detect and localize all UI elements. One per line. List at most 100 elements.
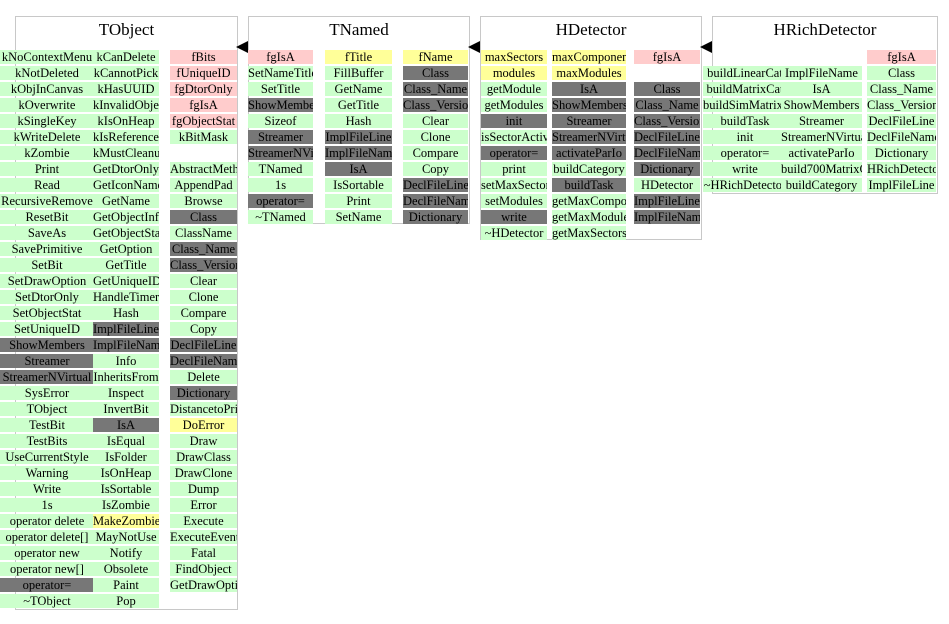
member-tobject-col2-row25: DrawClass — [170, 450, 237, 464]
member-tobject-col0-row16: SetObjectStat — [0, 306, 94, 320]
member-tnamed-col2-row6: Compare — [403, 146, 468, 160]
member-hdetector-col0-row10: write — [481, 210, 547, 224]
member-tobject-col1-row23: IsA — [93, 418, 159, 432]
member-tobject-col0-row17: SetUniqueID — [0, 322, 94, 336]
member-tobject-col1-row14: GetUniqueID — [93, 274, 159, 288]
member-tobject-col1-row29: MakeZombie — [93, 514, 159, 528]
member-tobject-col2-row20: Delete — [170, 370, 237, 384]
member-tobject-col2-row17: Copy — [170, 322, 237, 336]
member-tobject-col1-row30: MayNotUse — [93, 530, 159, 544]
member-tobject-col0-row19: Streamer — [0, 354, 94, 368]
member-tnamed-col2-row7: Copy — [403, 162, 468, 176]
member-hdetector-col0-row5: isSectorActive — [481, 130, 547, 144]
member-hdetector-col1-row10: getMaxModules — [552, 210, 626, 224]
member-hdetector-col1-row0: maxComponents — [552, 50, 626, 64]
member-tnamed-col2-row0: fName — [403, 50, 468, 64]
member-tobject-col2-row8: AppendPad — [170, 178, 237, 192]
member-tobject-col1-row9: GetName — [93, 194, 159, 208]
member-tobject-col1-row28: IsZombie — [93, 498, 159, 512]
member-hrichdetector-col0-row1: buildLinearCat — [703, 66, 787, 80]
member-hdetector-col2-row10: ImplFileName — [634, 210, 700, 224]
member-tnamed-col0-row10: ~TNamed — [248, 210, 313, 224]
member-tobject-col2-row15: Clone — [170, 290, 237, 304]
member-tnamed-col2-row2: Class_Name — [403, 82, 468, 96]
member-tobject-col2-row5: kBitMask — [170, 130, 237, 144]
member-hrichdetector-col2-row7: HRichDetector — [867, 162, 936, 176]
member-tobject-col2-row1: fUniqueID — [170, 66, 237, 80]
member-tnamed-col2-row10: Dictionary — [403, 210, 468, 224]
member-tnamed-col0-row2: SetTitle — [248, 82, 313, 96]
member-hdetector-col0-row11: ~HDetector — [481, 226, 547, 240]
member-hdetector-col1-row7: buildCategory — [552, 162, 626, 176]
member-tnamed-col2-row4: Clear — [403, 114, 468, 128]
member-tobject-col0-row10: ResetBit — [0, 210, 94, 224]
member-tnamed-col0-row7: TNamed — [248, 162, 313, 176]
member-tnamed-col2-row5: Clone — [403, 130, 468, 144]
member-tnamed-col0-row9: operator= — [248, 194, 313, 208]
member-hdetector-col1-row11: getMaxSectors — [552, 226, 626, 240]
member-hdetector-col1-row8: buildTask — [552, 178, 626, 192]
member-tobject-col2-row19: DeclFileName — [170, 354, 237, 368]
member-hdetector-col2-row2: Class — [634, 82, 700, 96]
member-tobject-col0-row15: SetDtorOnly — [0, 290, 94, 304]
member-tobject-col2-row11: ClassName — [170, 226, 237, 240]
member-tnamed-col1-row10: SetName — [325, 210, 392, 224]
member-tobject-col1-row33: Paint — [93, 578, 159, 592]
member-tobject-col0-row23: TestBit — [0, 418, 94, 432]
class-title-tnamed: TNamed — [329, 20, 389, 39]
member-tobject-col1-row25: IsFolder — [93, 450, 159, 464]
member-hdetector-col1-row4: Streamer — [552, 114, 626, 128]
member-tobject-col2-row12: Class_Name — [170, 242, 237, 256]
member-tobject-col2-row13: Class_Version — [170, 258, 237, 272]
member-tobject-col2-row9: Browse — [170, 194, 237, 208]
member-hrichdetector-col1-row6: activateParIo — [781, 146, 862, 160]
member-tobject-col1-row12: GetOption — [93, 242, 159, 256]
member-tobject-col0-row11: SaveAs — [0, 226, 94, 240]
member-tobject-col2-row2: fgDtorOnly — [170, 82, 237, 96]
member-tobject-col2-row23: DoError — [170, 418, 237, 432]
member-hdetector-col2-row0: fgIsA — [634, 50, 700, 64]
member-hrichdetector-col0-row7: write — [703, 162, 787, 176]
inheritance-arrow-hrichdetector-hdetector — [700, 41, 712, 53]
member-hrichdetector-col0-row6: operator= — [703, 146, 787, 160]
member-tobject-col2-row22: DistancetoPrimitive — [170, 402, 237, 416]
member-tobject-col0-row18: ShowMembers — [0, 338, 94, 352]
member-tobject-col0-row9: RecursiveRemove — [0, 194, 94, 208]
member-tobject-col2-row4: fgObjectStat — [170, 114, 237, 128]
member-tobject-col2-row31: Fatal — [170, 546, 237, 560]
member-tobject-col1-row2: kHasUUID — [93, 82, 159, 96]
member-tnamed-col1-row1: FillBuffer — [325, 66, 392, 80]
member-tobject-col1-row24: IsEqual — [93, 434, 159, 448]
member-tobject-col0-row30: operator delete[] — [0, 530, 94, 544]
member-hdetector-col2-row5: DeclFileLine — [634, 130, 700, 144]
member-tobject-col0-row13: SetBit — [0, 258, 94, 272]
member-tobject-col1-row15: HandleTimer — [93, 290, 159, 304]
member-hrichdetector-col1-row1: ImplFileName — [781, 66, 862, 80]
member-tobject-col0-row6: kZombie — [0, 146, 94, 160]
member-hdetector-col1-row5: StreamerNVirtual — [552, 130, 626, 144]
member-tobject-col1-row3: kInvalidObject — [93, 98, 159, 112]
member-tobject-col0-row5: kWriteDelete — [0, 130, 94, 144]
member-hdetector-col1-row2: IsA — [552, 82, 626, 96]
member-tnamed-col0-row6: StreamerNVirtual — [248, 146, 313, 160]
member-tobject-col0-row4: kSingleKey — [0, 114, 94, 128]
member-hrichdetector-col0-row3: buildSimMatrixCat — [703, 98, 787, 112]
member-tobject-col1-row32: Obsolete — [93, 562, 159, 576]
member-hdetector-col2-row7: Dictionary — [634, 162, 700, 176]
member-tnamed-col0-row3: ShowMembers — [248, 98, 313, 112]
member-hrichdetector-col2-row6: Dictionary — [867, 146, 936, 160]
member-tobject-col1-row17: ImplFileLine — [93, 322, 159, 336]
member-tobject-col2-row30: ExecuteEvent — [170, 530, 237, 544]
member-tobject-col0-row3: kOverwrite — [0, 98, 94, 112]
member-tobject-col0-row26: Warning — [0, 466, 94, 480]
member-hdetector-col2-row6: DeclFileName — [634, 146, 700, 160]
member-hrichdetector-col1-row8: buildCategory — [781, 178, 862, 192]
member-tobject-col0-row24: TestBits — [0, 434, 94, 448]
member-tobject-col0-row29: operator delete — [0, 514, 94, 528]
member-tobject-col0-row7: Print — [0, 162, 94, 176]
member-tobject-col2-row26: DrawClone — [170, 466, 237, 480]
member-hrichdetector-col2-row4: DeclFileLine — [867, 114, 936, 128]
member-tobject-col1-row13: GetTitle — [93, 258, 159, 272]
member-tobject-col2-row24: Draw — [170, 434, 237, 448]
member-tobject-col1-row5: kIsReferenced — [93, 130, 159, 144]
